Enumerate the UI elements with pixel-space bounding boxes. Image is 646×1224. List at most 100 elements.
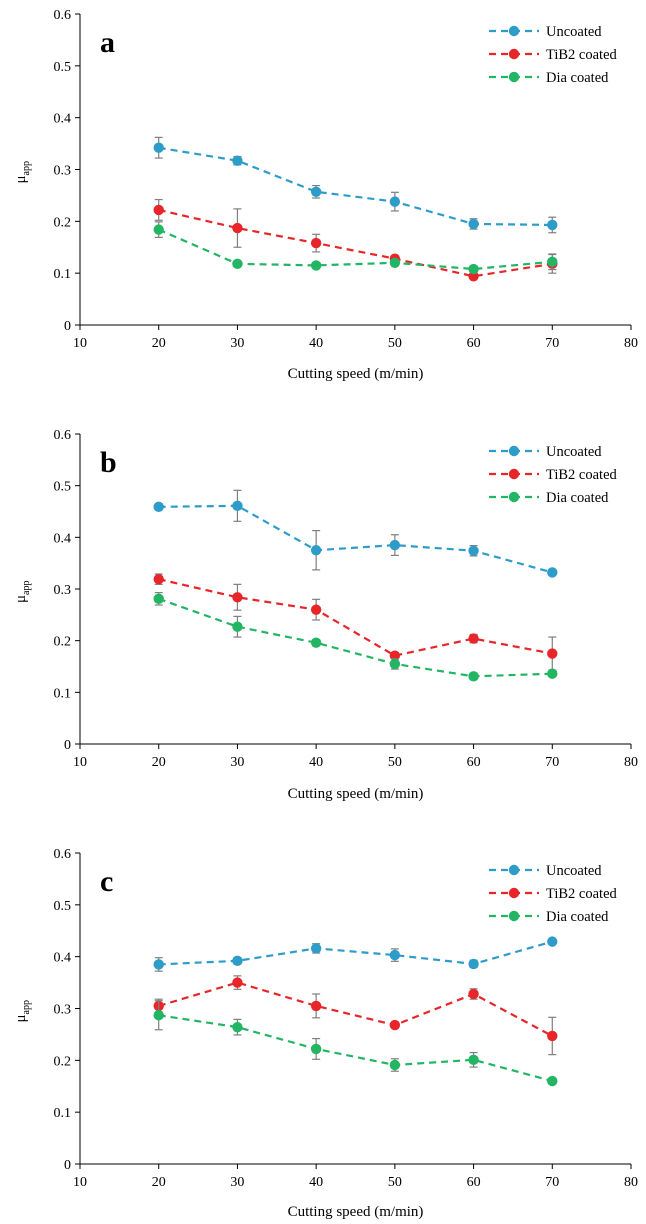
series-0 [153, 136, 558, 234]
data-point [389, 196, 401, 207]
panel-label: c [100, 865, 113, 898]
legend-label: Dia coated [546, 490, 609, 506]
x-tick-label: 80 [624, 336, 638, 351]
legend-marker [508, 25, 520, 37]
data-point [310, 545, 322, 556]
data-point [153, 501, 164, 513]
x-tick-label: 30 [230, 336, 244, 351]
x-tick-label: 60 [467, 336, 481, 351]
legend-label: Dia coated [546, 70, 609, 86]
data-point [310, 237, 322, 249]
x-tick-label: 70 [545, 1175, 559, 1190]
y-tick-label: 0.6 [54, 8, 72, 23]
y-tick-label: 0.6 [54, 428, 72, 443]
y-tick-label: 0.2 [54, 215, 72, 230]
legend-marker [508, 468, 520, 480]
series-line [158, 504, 553, 574]
data-point [468, 218, 479, 230]
series-2 [153, 1000, 558, 1087]
x-axis-title: Cutting speed (m/min) [288, 1204, 424, 1220]
series-line [158, 940, 553, 966]
series-1 [153, 573, 558, 671]
x-tick-label: 70 [545, 336, 559, 351]
data-point [232, 258, 243, 270]
data-point [153, 573, 164, 585]
legend-marker [508, 48, 520, 60]
legend-marker [508, 71, 520, 83]
x-axis-title: Cutting speed (m/min) [288, 366, 424, 382]
y-tick-label: 0.1 [54, 686, 72, 701]
y-tick-label: 0 [64, 1158, 71, 1173]
x-tick-label: 50 [388, 755, 402, 770]
data-point [547, 936, 558, 947]
legend-marker [508, 445, 520, 457]
data-point [232, 155, 243, 166]
legend-label: Uncoated [546, 444, 602, 460]
data-point [547, 219, 558, 231]
x-tick-label: 20 [152, 1175, 166, 1190]
data-point [468, 988, 479, 1000]
x-tick-label: 40 [309, 336, 323, 351]
data-point [310, 1000, 322, 1012]
panel-label: a [100, 26, 115, 59]
panel-label: b [100, 446, 117, 479]
data-point [389, 539, 401, 551]
series-0 [153, 936, 558, 972]
data-point [232, 592, 243, 603]
data-point [232, 500, 243, 512]
series-line [158, 1014, 553, 1083]
chart-panel-c: 0 0.1 0.2 0.3 0.4 0.5 0.6 10 20 30 40 50 60 70 80 Cutti… [13, 847, 638, 1220]
data-point [468, 958, 479, 970]
series-line [158, 597, 553, 678]
x-tick-label: 50 [388, 336, 402, 351]
data-point [547, 1075, 558, 1087]
y-tick-label: 0.4 [54, 531, 72, 546]
y-tick-label: 0.5 [54, 899, 72, 914]
x-tick-label: 10 [73, 1175, 87, 1190]
x-tick-label: 10 [73, 336, 87, 351]
chart-panel-b: 0 0.1 0.2 0.3 0.4 0.5 0.6 10 20 30 40 50 60 70 80 Cutti… [13, 428, 638, 802]
y-tick-label: 0.2 [54, 635, 72, 650]
data-point [310, 604, 322, 615]
y-tick-label: 0.2 [54, 1054, 72, 1069]
y-tick-label: 0.1 [54, 267, 72, 282]
data-point [389, 949, 401, 961]
data-point [468, 271, 479, 282]
x-tick-label: 60 [467, 1175, 481, 1190]
y-tick-label: 0.3 [54, 1003, 72, 1018]
legend: Uncoated TiB2 coated Dia coated [489, 444, 618, 506]
data-point [153, 224, 164, 235]
data-point [232, 955, 243, 967]
data-point [232, 621, 243, 632]
series-2 [153, 221, 558, 275]
legend: Uncoated TiB2 coated Dia coated [489, 863, 618, 925]
data-point [468, 263, 479, 275]
y-axis-title-symbol: μ [13, 175, 29, 183]
series-0 [153, 489, 558, 578]
data-point [547, 256, 558, 267]
data-point [310, 260, 322, 271]
x-tick-label: 80 [624, 1175, 638, 1190]
y-axis-title: μapp [13, 581, 32, 604]
data-point [232, 977, 243, 988]
data-point [547, 648, 558, 659]
y-tick-label: 0.4 [54, 112, 72, 127]
y-tick-label: 0.3 [54, 583, 72, 598]
series-line [158, 228, 553, 271]
data-point [153, 593, 164, 605]
data-point [232, 1021, 243, 1033]
data-point [310, 186, 322, 197]
y-axis-title-subscript: app [21, 581, 32, 595]
data-point [153, 1010, 164, 1021]
legend-marker [508, 910, 520, 922]
x-tick-label: 20 [152, 336, 166, 351]
legend-label: TiB2 coated [546, 47, 618, 63]
data-point [232, 222, 243, 234]
series-1 [153, 975, 558, 1056]
y-axis-title-subscript: app [21, 1000, 32, 1014]
legend-label: Uncoated [546, 24, 602, 40]
data-point [153, 959, 164, 970]
data-point [547, 1030, 558, 1042]
legend-label: TiB2 coated [546, 467, 618, 483]
data-point [153, 142, 164, 153]
